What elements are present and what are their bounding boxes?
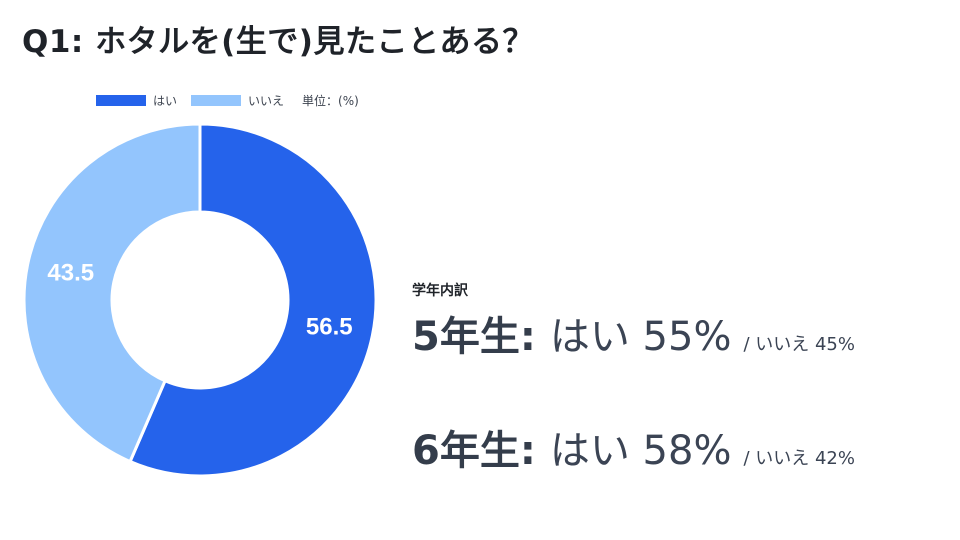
legend-unit: 単位：(%) <box>302 94 359 108</box>
page-title: Q1: ホタルを(生で)見たことある？ <box>22 24 534 60</box>
donut-slice-no-label: 43.5 <box>47 260 94 287</box>
yes-value: はい 55% <box>549 314 732 360</box>
grade-label: 5年生: <box>412 314 536 360</box>
grade-label: 6年生: <box>412 428 536 474</box>
chart-legend: はい いいえ 単位：(%) <box>96 92 359 109</box>
legend-label-yes: はい <box>153 94 178 108</box>
no-value: / いいえ 45% <box>743 334 855 355</box>
breakdown-label: 学年内訳 <box>412 283 468 299</box>
legend-label-no: いいえ <box>248 94 285 108</box>
legend-swatch-yes <box>96 95 146 106</box>
legend-swatch-no <box>191 95 242 106</box>
legend-item-no: いいえ <box>191 92 284 109</box>
no-value: / いいえ 42% <box>743 448 855 469</box>
yes-value: はい 58% <box>549 428 732 474</box>
breakdown-row-grade6: 6年生: はい 58% / いいえ 42% <box>412 418 855 476</box>
legend-item-yes: はい <box>96 92 177 109</box>
donut-slice-yes-label: 56.5 <box>306 313 353 340</box>
breakdown-row-grade5: 5年生: はい 55% / いいえ 45% <box>412 304 855 362</box>
donut-chart: 56.5 43.5 <box>22 122 378 478</box>
donut-slice-no <box>22 122 202 464</box>
donut-slice-yes <box>128 122 378 478</box>
